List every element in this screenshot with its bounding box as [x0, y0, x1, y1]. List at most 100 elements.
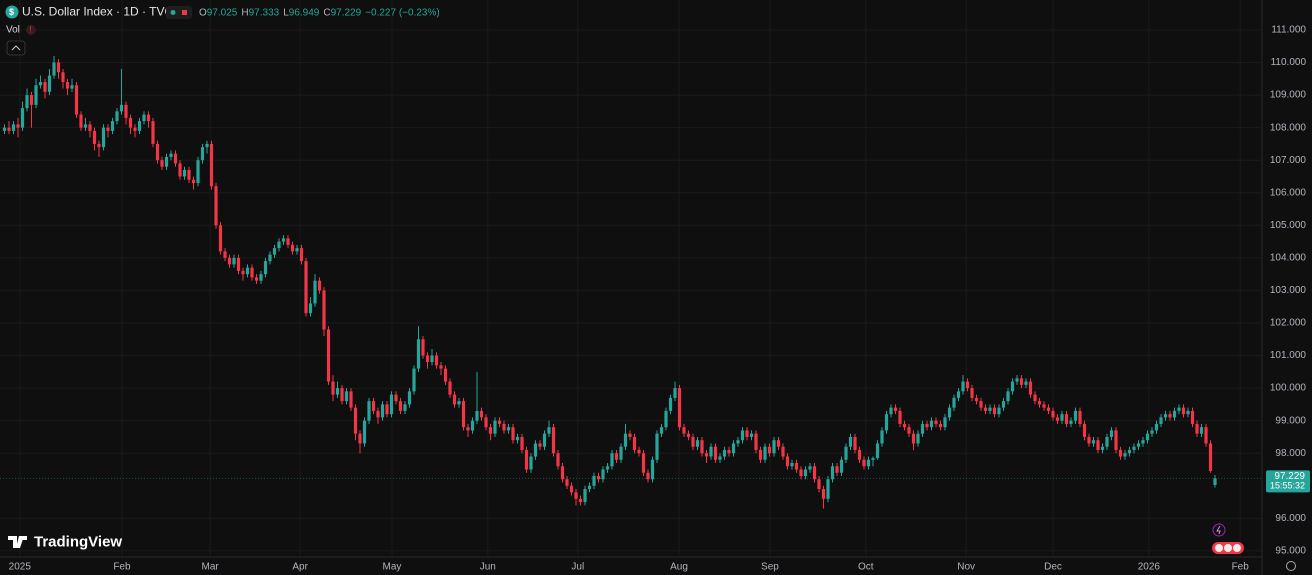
ohlc-key: O	[199, 7, 207, 18]
volume-warning[interactable]	[26, 25, 36, 35]
candle-body	[245, 267, 250, 275]
candle-body	[457, 401, 461, 405]
candle-body	[290, 244, 295, 252]
candle-body	[322, 290, 326, 330]
y-tick-label: 103.000	[1270, 285, 1307, 296]
candle-body	[1078, 410, 1082, 424]
candle-body	[1208, 443, 1213, 471]
candle-body	[466, 427, 470, 431]
status-badge[interactable]	[166, 6, 192, 19]
candle-body	[29, 95, 34, 105]
candle-body	[875, 443, 880, 459]
candle-body	[893, 407, 898, 411]
candle-body	[151, 121, 155, 144]
candle-body	[218, 225, 223, 252]
candle-body	[785, 456, 790, 467]
candle-body	[1181, 407, 1186, 415]
collapse-icon	[11, 45, 21, 51]
candle-body	[772, 440, 776, 454]
candle-body	[425, 355, 430, 363]
candle-body	[758, 449, 763, 460]
candle-body	[16, 124, 20, 128]
x-tick-label: Jul	[571, 562, 584, 573]
settings-button[interactable]	[1286, 561, 1296, 571]
candle-body	[295, 248, 299, 252]
candle-body	[749, 433, 754, 437]
candle-body	[619, 446, 623, 460]
ohlc-value: 96.949	[289, 7, 320, 18]
candle-body	[20, 108, 25, 128]
candle-body	[164, 156, 169, 167]
candle-body	[691, 436, 695, 447]
candle-body	[938, 423, 943, 428]
candle-body	[277, 241, 281, 249]
candle-body	[637, 449, 641, 454]
candle-body	[1010, 381, 1015, 392]
ohlc-key: H	[241, 7, 248, 18]
candle-body	[524, 449, 529, 470]
candle-body	[367, 401, 371, 421]
symbol-title[interactable]: U.S. Dollar Index · 1D · TVC	[22, 5, 173, 19]
collapse-button[interactable]	[6, 40, 26, 56]
axes: 95.000 96.000 98.000 99.000 100.000 101.000 10…	[9, 25, 1310, 573]
symbol-icon[interactable]	[5, 5, 19, 19]
candle-body	[317, 280, 322, 291]
candle-body	[745, 430, 749, 437]
ohlc-legend: O97.025 H97.333 L96.949 C97.229 −0.227 (−0.2…	[199, 7, 440, 18]
candle-body	[479, 410, 484, 418]
y-tick-label: 111.000	[1271, 25, 1306, 36]
candle-body	[7, 127, 11, 131]
candle-body	[826, 479, 830, 499]
candle-body	[146, 114, 151, 122]
y-tick-label: 102.000	[1270, 318, 1307, 329]
candle-body	[178, 163, 182, 177]
candle-body	[731, 443, 736, 454]
candle-body	[416, 339, 421, 369]
candle-body	[421, 339, 425, 356]
candle-body	[439, 365, 443, 369]
candle-body	[866, 459, 871, 467]
candle-body	[358, 433, 362, 444]
candle-body	[308, 303, 313, 314]
candle-body	[47, 75, 52, 92]
candle-body	[1073, 410, 1078, 421]
candle-body	[263, 261, 268, 275]
volume-label[interactable]: Vol	[6, 25, 20, 36]
candle-body	[281, 238, 286, 242]
candle-body	[1069, 420, 1073, 424]
candle-body	[542, 433, 547, 447]
candle-body	[673, 388, 677, 398]
candle-body	[196, 160, 200, 183]
candle-body	[592, 476, 596, 486]
flag	[1215, 544, 1223, 552]
x-tick-label: Aug	[670, 562, 688, 573]
candle-body	[515, 436, 520, 441]
candle-body	[1168, 414, 1172, 418]
candle-body	[452, 394, 457, 405]
candle-body	[1046, 407, 1051, 411]
candle-body	[799, 469, 803, 477]
candle-body	[1127, 449, 1132, 454]
candle-body	[70, 85, 74, 89]
x-tick-label: Sep	[761, 562, 779, 573]
candle-body	[646, 472, 650, 480]
event-icon[interactable]	[1212, 523, 1226, 537]
candles	[2, 56, 1217, 509]
candle-body	[1145, 433, 1150, 441]
candle-body	[349, 391, 353, 408]
candle-body	[632, 436, 637, 450]
candle-body	[943, 417, 947, 428]
candle-body	[137, 121, 142, 131]
candle-body	[565, 479, 569, 486]
candle-body	[101, 127, 106, 148]
candle-body	[83, 124, 88, 128]
candle-body	[538, 443, 542, 447]
candle-body	[232, 257, 236, 265]
candle-body	[1064, 414, 1069, 424]
y-tick-label: 95.000	[1275, 546, 1306, 557]
ohlc-value: 97.229	[331, 7, 362, 18]
candle-body	[898, 410, 902, 424]
candle-body	[578, 498, 583, 503]
candle-body	[650, 459, 655, 480]
